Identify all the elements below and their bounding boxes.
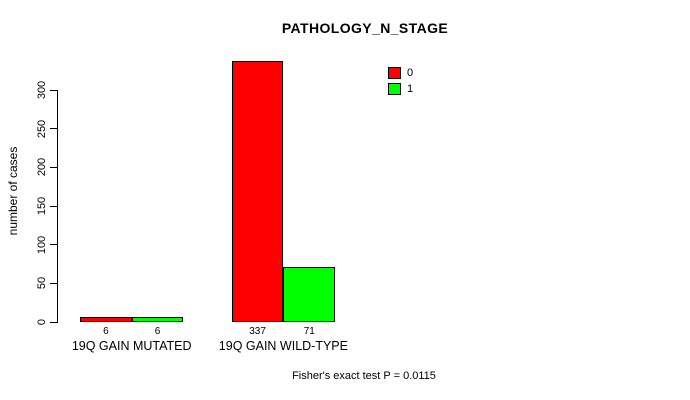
legend-swatch-icon (388, 67, 401, 79)
legend-item: 0 (388, 65, 413, 81)
y-tick-label: 300 (36, 80, 48, 100)
bar-value-label: 71 (303, 326, 315, 337)
y-axis-label: number of cases (6, 146, 20, 236)
chart-title: PATHOLOGY_N_STAGE (281, 20, 449, 36)
bar-19q-gain-wild-type-series-0 (231, 61, 284, 322)
bar-value-label: 6 (103, 326, 109, 337)
bar-19q-gain-mutated-series-1 (131, 317, 184, 322)
y-tick-mark (50, 205, 57, 207)
y-tick-label: 250 (36, 119, 48, 138)
y-tick-label: 50 (36, 277, 48, 290)
legend-item: 1 (388, 81, 413, 97)
x-category-label: 19Q GAIN MUTATED (71, 339, 192, 353)
y-tick-mark (50, 128, 57, 130)
y-tick-label: 200 (36, 158, 48, 177)
y-tick-mark (50, 282, 57, 284)
annotation-text: Fisher's exact test P = 0.0115 (292, 370, 436, 382)
bar-value-label: 6 (154, 326, 161, 337)
legend-label: 1 (407, 83, 414, 95)
legend-swatch-icon (388, 83, 401, 95)
y-tick-mark (50, 89, 57, 91)
y-tick-label: 0 (36, 318, 48, 326)
bar-19q-gain-wild-type-series-1 (283, 267, 336, 322)
y-tick-label: 150 (36, 196, 48, 216)
y-tick-label: 100 (36, 235, 48, 254)
y-tick-mark (50, 166, 57, 168)
y-tick-mark (50, 321, 57, 323)
bar-19q-gain-mutated-series-0 (80, 317, 132, 322)
y-tick-mark (50, 244, 57, 246)
legend-label: 0 (407, 67, 414, 79)
x-category-label: 19Q GAIN WILD-TYPE (218, 339, 348, 353)
y-axis-line (57, 90, 58, 323)
bar-value-label: 337 (249, 326, 266, 337)
